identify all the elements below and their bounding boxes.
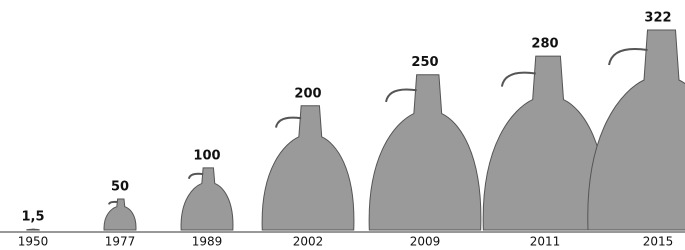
value-label: 250 (411, 55, 438, 70)
x-tick-label: 2011 (530, 235, 561, 249)
value-label: 50 (111, 179, 129, 194)
bag-handle (109, 202, 118, 204)
value-label: 100 (193, 148, 220, 163)
value-label: 322 (644, 11, 671, 26)
x-tick-label: 2002 (293, 235, 324, 249)
bag-handle (276, 118, 301, 128)
value-label: 280 (531, 37, 558, 52)
bag-icon (588, 30, 685, 230)
value-label: 1,5 (21, 210, 44, 225)
x-tick-label: 1977 (105, 235, 136, 249)
bag-handle (189, 174, 203, 179)
value-label: 200 (294, 86, 321, 101)
bag-handle (609, 49, 648, 65)
bag-icon (27, 229, 40, 230)
x-tick-label: 1950 (18, 235, 49, 249)
x-tick-label: 2009 (410, 235, 441, 249)
bag-icon (369, 75, 481, 230)
x-tick-label: 1989 (192, 235, 223, 249)
x-tick-label: 2015 (643, 235, 674, 249)
bag-handle (502, 73, 536, 87)
chart: 1,5 1950 50 1977 100 1989 200 2002 250 2009 280 201… (0, 0, 685, 250)
bag-handle (386, 89, 417, 101)
